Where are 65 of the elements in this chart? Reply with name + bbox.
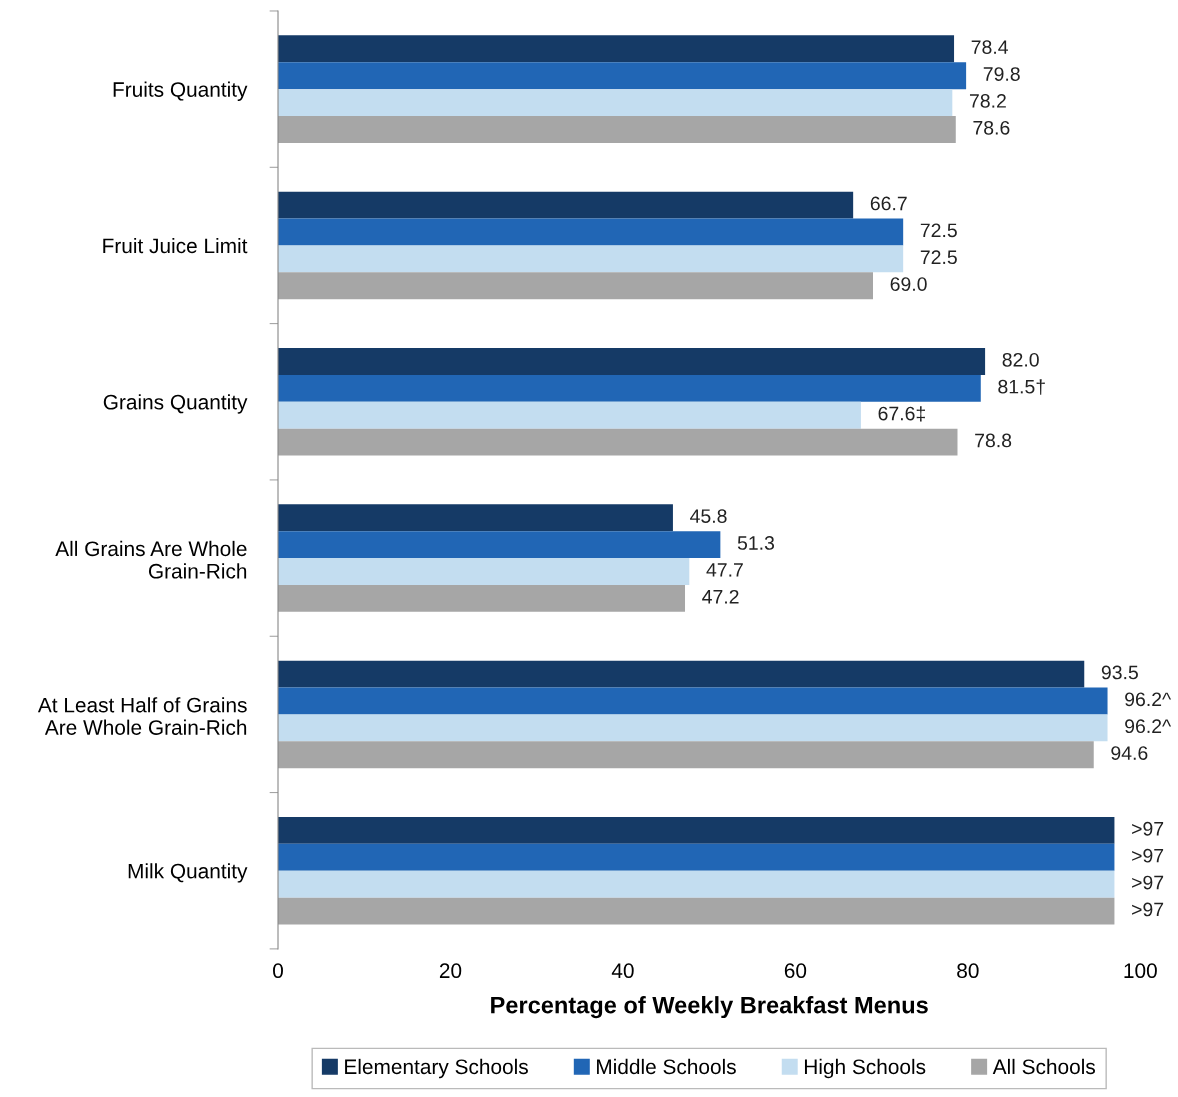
bar <box>278 741 1094 769</box>
data-label: 96.2^ <box>1125 692 1172 707</box>
x-tick-label: 60 <box>784 963 807 979</box>
y-tick-label: Milk Quantity <box>128 863 248 883</box>
data-label: 94.6 <box>1111 746 1148 760</box>
bar <box>278 584 686 612</box>
bar <box>278 714 1108 742</box>
data-label: >97 <box>1132 875 1164 890</box>
data-label: 78.8 <box>975 433 1012 448</box>
bar <box>278 687 1108 715</box>
x-tick-label: 40 <box>611 963 634 979</box>
bar <box>278 348 986 375</box>
bar <box>278 531 721 559</box>
bar <box>278 504 673 532</box>
data-label: 79.8 <box>983 67 1020 81</box>
y-tick-label: Grains Quantity <box>103 394 248 414</box>
data-label: 51.3 <box>737 536 775 550</box>
bar <box>278 897 1115 925</box>
data-label: >97 <box>1132 902 1164 917</box>
y-tick-label: Fruit Juice Limit <box>103 237 248 254</box>
x-axis-title: Percentage of Weekly Breakfast Menus <box>491 996 928 1019</box>
bar <box>278 374 981 402</box>
bar <box>278 401 861 429</box>
bar <box>278 245 904 273</box>
y-tick-label: At Least Half of Grains Are Whole Grain-Rich <box>37 697 247 735</box>
data-label: 72.5 <box>920 250 957 265</box>
bar <box>278 870 1115 898</box>
data-label: 78.4 <box>971 40 1008 55</box>
bar <box>278 843 1115 871</box>
bar <box>278 660 1085 688</box>
data-label: 96.2^ <box>1125 719 1172 734</box>
bar <box>278 89 953 117</box>
data-label: >97 <box>1132 821 1164 836</box>
y-tick-label: All Grains Are Whole Grain-Rich <box>55 540 247 579</box>
bar <box>278 35 955 63</box>
data-label: 72.5 <box>920 223 957 238</box>
bar <box>278 816 1115 844</box>
bar <box>278 191 854 219</box>
x-tick-label: 80 <box>957 963 979 979</box>
bar <box>278 272 873 300</box>
legend-label: All Schools <box>992 1058 1095 1075</box>
data-label: 47.7 <box>706 563 743 577</box>
data-label: 81.5† <box>998 379 1045 395</box>
legend-label: Middle Schools <box>597 1058 736 1075</box>
data-label: 78.2 <box>969 94 1006 108</box>
legend-label: Elementary Schools <box>345 1058 528 1079</box>
data-label: 78.6 <box>973 120 1010 135</box>
bar <box>278 558 690 585</box>
data-label: 82.0 <box>1002 352 1039 367</box>
data-label: 69.0 <box>890 277 927 291</box>
data-label: >97 <box>1132 848 1164 863</box>
bar <box>278 218 904 246</box>
x-tick-label: 0 <box>273 963 283 979</box>
y-tick-label: Fruits Quantity <box>113 81 248 101</box>
legend-label: High Schools <box>804 1058 926 1079</box>
x-tick-label: 20 <box>439 963 462 979</box>
bar <box>278 116 956 143</box>
data-label: 93.5 <box>1101 665 1138 680</box>
data-label: 66.7 <box>870 196 907 211</box>
bar <box>278 62 967 90</box>
x-tick-label: 100 <box>1124 963 1157 979</box>
data-label: 67.6‡ <box>878 406 925 422</box>
bar <box>278 428 958 456</box>
data-label: 45.8 <box>690 509 727 523</box>
data-label: 47.2 <box>702 589 739 604</box>
